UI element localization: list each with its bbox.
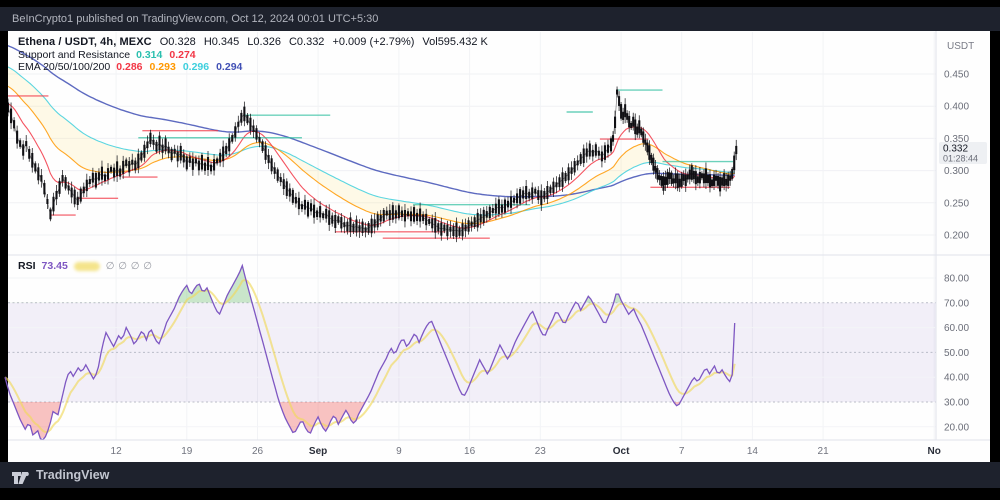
top-black-strip: [0, 0, 1000, 7]
tradingview-logo-icon[interactable]: [12, 468, 32, 484]
attribution-bar: BeInCrypto1 published on TradingView.com…: [0, 7, 1000, 31]
chart-card[interactable]: [8, 31, 990, 462]
footer-brand: TradingView: [36, 468, 110, 482]
footer-bar: TradingView: [0, 462, 1000, 488]
bottom-black-strip: [0, 488, 1000, 500]
attribution-text: BeInCrypto1 published on TradingView.com…: [12, 13, 379, 25]
